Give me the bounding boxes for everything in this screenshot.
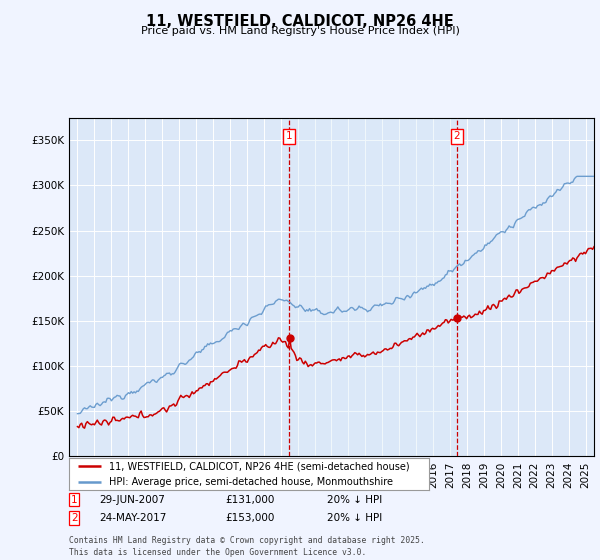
Text: 11, WESTFIELD, CALDICOT, NP26 4HE (semi-detached house): 11, WESTFIELD, CALDICOT, NP26 4HE (semi-… <box>109 461 409 472</box>
Text: HPI: Average price, semi-detached house, Monmouthshire: HPI: Average price, semi-detached house,… <box>109 477 392 487</box>
Text: 2: 2 <box>71 513 77 523</box>
Text: 2: 2 <box>454 131 460 141</box>
Text: 1: 1 <box>71 494 77 505</box>
Text: Contains HM Land Registry data © Crown copyright and database right 2025.
This d: Contains HM Land Registry data © Crown c… <box>69 536 425 557</box>
Text: 11, WESTFIELD, CALDICOT, NP26 4HE: 11, WESTFIELD, CALDICOT, NP26 4HE <box>146 14 454 29</box>
Bar <box>289 118 457 456</box>
Text: 29-JUN-2007: 29-JUN-2007 <box>99 494 165 505</box>
Text: 20% ↓ HPI: 20% ↓ HPI <box>327 494 382 505</box>
Text: £131,000: £131,000 <box>225 494 274 505</box>
Text: 20% ↓ HPI: 20% ↓ HPI <box>327 513 382 523</box>
Text: £153,000: £153,000 <box>225 513 274 523</box>
Text: Price paid vs. HM Land Registry's House Price Index (HPI): Price paid vs. HM Land Registry's House … <box>140 26 460 36</box>
Text: 1: 1 <box>286 131 292 141</box>
Text: 24-MAY-2017: 24-MAY-2017 <box>99 513 166 523</box>
